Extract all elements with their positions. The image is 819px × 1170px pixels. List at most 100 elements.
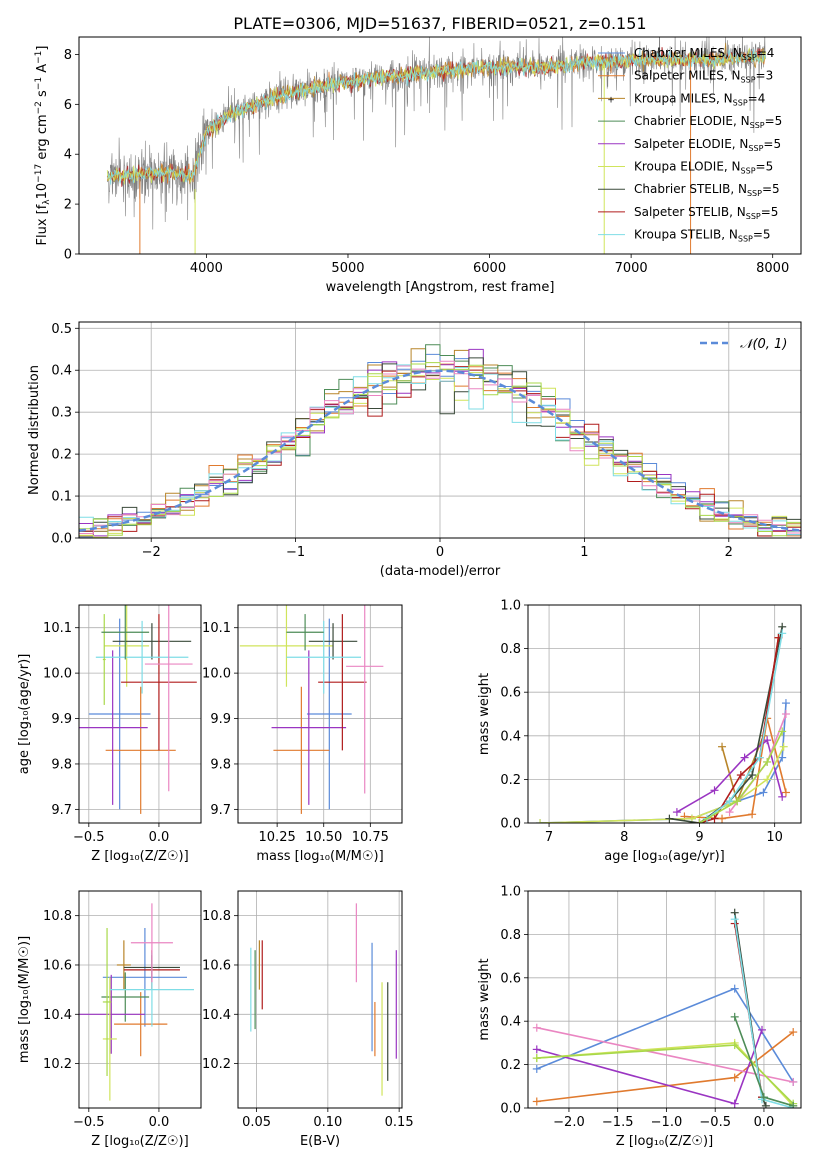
y-tick-label: 10.6 <box>43 958 72 973</box>
y-tick-label: 0.1 <box>51 490 72 505</box>
x-tick-label: 0.15 <box>385 1115 414 1130</box>
y-tick-label: 10.8 <box>43 909 72 924</box>
x-tick-label: 9 <box>695 830 703 845</box>
legend-label: Chabrier STELIB, NSSP=5 <box>634 182 780 198</box>
legend-label-part: SSP <box>738 235 753 244</box>
x-tick-label: 0.10 <box>313 1115 342 1130</box>
x-tick-label: 10 <box>766 830 783 845</box>
massweight-vs-Z-frame: −2.0 −1.5 −1.0 −0.5 0.0 0.0 0.2 0.4 0.6 0.8 1.0 Z [… <box>477 885 802 1149</box>
x-tick-label: 10.25 <box>259 830 296 845</box>
legend-label-part: =5 <box>765 114 783 128</box>
x-tick-label: 8000 <box>756 261 789 276</box>
y-tick-label: 10.0 <box>43 667 72 682</box>
y-tick-label: 6 <box>64 98 72 113</box>
y-tick-label: 0.0 <box>500 1102 521 1117</box>
x-axis-label: Z [log₁₀(Z/Z☉)] <box>91 849 188 864</box>
label-part: −1 <box>34 77 44 90</box>
label-part: A <box>35 64 50 77</box>
y-tick-label: 10.1 <box>43 621 72 636</box>
y-axis-label: mass weight <box>477 958 492 1040</box>
y-tick-label: 0.8 <box>500 928 521 943</box>
x-axis-label: wavelength [Angstrom, rest frame] <box>326 280 555 295</box>
x-axis-label: age [log₁₀(age/yr)] <box>604 849 725 864</box>
legend-label-part: =3 <box>756 69 774 83</box>
x-axis-label: Z [log₁₀(Z/Z☉)] <box>91 1134 188 1149</box>
x-tick-label: −0.5 <box>73 1115 105 1130</box>
legend-label-part: Kroupa STELIB, N <box>634 228 738 242</box>
x-axis-label: mass [log₁₀(M/M☉)] <box>256 849 383 864</box>
axes-frame <box>78 604 202 824</box>
mass-weight-line <box>536 1026 794 1083</box>
x-tick-label: 0.05 <box>242 1115 271 1130</box>
legend-label-part: SSP <box>746 212 761 221</box>
x-axis-label: E(B-V) <box>300 1134 340 1149</box>
legend-label-part: Chabrier STELIB, N <box>634 182 747 196</box>
y-tick-label: 9.7 <box>210 803 231 818</box>
legend-label-part: Salpeter ELODIE, N <box>634 137 748 151</box>
x-axis-label: Z [log₁₀(Z/Z☉)] <box>616 1134 713 1149</box>
y-tick-label: 10.6 <box>202 958 231 973</box>
legend-label-part: Chabrier MILES, N <box>634 46 742 60</box>
spectrum-lines <box>106 37 766 254</box>
x-tick-label: 4000 <box>190 261 223 276</box>
legend-label-part: =5 <box>753 228 771 242</box>
mass-weight-line <box>706 633 783 820</box>
axes-frame <box>527 890 802 1109</box>
legend-label: Salpeter STELIB, NSSP=5 <box>634 205 778 221</box>
y-tick-label: 9.7 <box>51 803 72 818</box>
y-tick-label: 0.6 <box>500 971 521 986</box>
label-part: 10 <box>35 183 50 200</box>
x-tick-label: 7 <box>545 830 553 845</box>
y-tick-label: 0.2 <box>51 448 72 463</box>
x-tick-label: −1 <box>286 545 305 560</box>
label-part: −2 <box>34 101 44 114</box>
age-vs-Z-frame: −0.5 0.0 9.7 9.8 9.9 10.0 10.1 Z [log₁₀(Z/Z☉)] a… <box>17 604 202 864</box>
x-tick-label: 2 <box>725 545 733 560</box>
y-tick-label: 0.3 <box>51 406 72 421</box>
legend-label-part: SSP <box>750 121 765 130</box>
legend-label-part: SSP <box>733 98 748 107</box>
y-axis-label: mass weight <box>477 673 492 755</box>
label-part: −17 <box>34 164 44 183</box>
y-tick-label: 1.0 <box>500 599 521 614</box>
y-tick-label: 0.4 <box>500 729 521 744</box>
histogram-steps <box>79 344 801 538</box>
y-tick-label: 0.4 <box>500 1015 521 1030</box>
normal-reference-curve <box>79 369 801 532</box>
x-tick-label: 5000 <box>331 261 364 276</box>
legend-label-part: Chabrier ELODIE, N <box>634 114 750 128</box>
legend-label-part: =4 <box>757 46 775 60</box>
x-tick-label: 7000 <box>615 261 648 276</box>
y-tick-label: 1.0 <box>500 885 521 900</box>
massweight-vs-Z-lines <box>532 908 798 1108</box>
x-tick-label: 10.50 <box>305 830 342 845</box>
y-tick-label: 0.2 <box>500 773 521 788</box>
label-part: −1 <box>34 51 44 64</box>
legend-label-part: SSP <box>741 76 756 85</box>
x-tick-label: 6000 <box>473 261 506 276</box>
legend-label-part: Salpeter STELIB, N <box>634 205 746 219</box>
y-tick-label: 0.8 <box>500 642 521 657</box>
y-tick-label: 2 <box>64 198 72 213</box>
legend-label-part: SSP <box>742 53 757 62</box>
y-tick-label: 8 <box>64 48 72 63</box>
y-axis-label: Flux [fλ10−17 erg cm−2 s−1 A−1] <box>34 46 52 246</box>
x-tick-label: −0.5 <box>699 1115 731 1130</box>
legend-label: Kroupa STELIB, NSSP=5 <box>634 228 771 244</box>
legend-label-part: Kroupa MILES, N <box>634 91 733 105</box>
legend-label-part: =4 <box>748 91 766 105</box>
axes-frame <box>527 604 802 824</box>
y-tick-label: 4 <box>64 148 72 163</box>
y-tick-label: 0.0 <box>51 532 72 547</box>
legend-label-part: Salpeter MILES, N <box>634 69 741 83</box>
x-tick-label: 0.0 <box>149 1115 170 1130</box>
legend-label: Kroupa ELODIE, NSSP=5 <box>634 160 773 176</box>
axes-frame <box>78 890 202 1109</box>
figure-title: PLATE=0306, MJD=51637, FIBERID=0521, z=0… <box>233 14 646 33</box>
y-tick-label: 0.4 <box>51 364 72 379</box>
y-tick-label: 10.4 <box>202 1008 231 1023</box>
legend-label-part: Kroupa ELODIE, N <box>634 160 741 174</box>
y-tick-label: 9.8 <box>210 757 231 772</box>
